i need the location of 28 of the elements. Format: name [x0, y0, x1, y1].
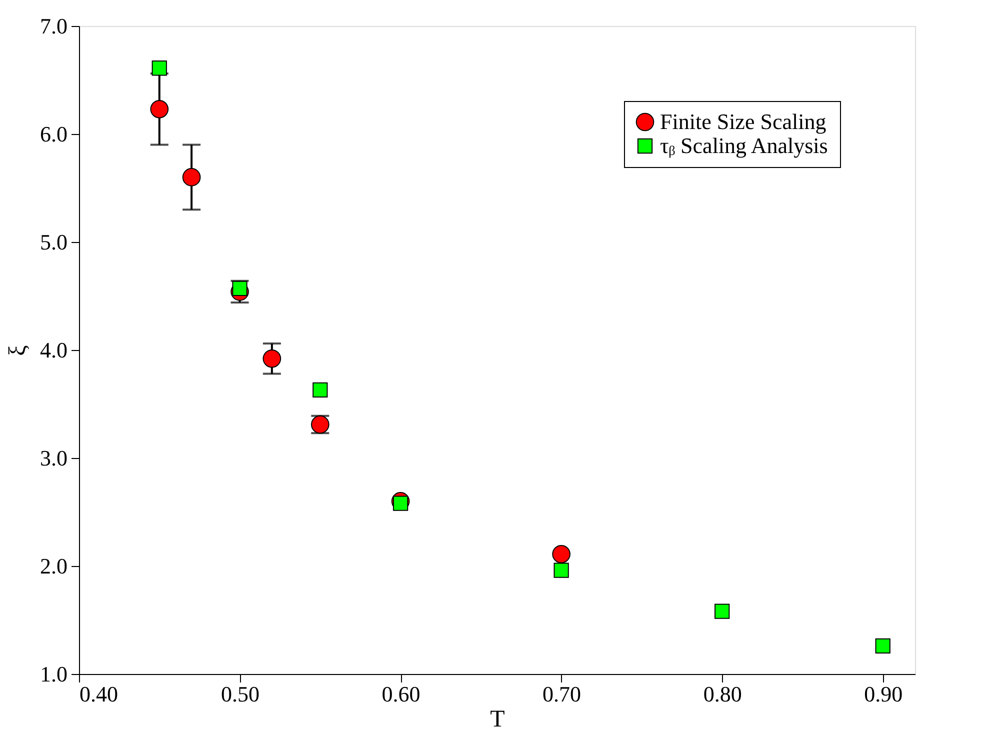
x-axis-title: T: [490, 706, 506, 730]
y-tick-label: 3.0: [40, 446, 68, 470]
point: [552, 544, 570, 564]
x-tick-label: 0.70: [542, 682, 582, 706]
point: [182, 168, 201, 186]
x-tick-label: 0.60: [382, 682, 420, 706]
point: [714, 604, 730, 619]
point: [875, 638, 890, 654]
x-tick-label: 0.90: [864, 682, 903, 706]
point: [152, 60, 167, 76]
point: [392, 496, 408, 511]
y-tick-label: 2.0: [40, 554, 68, 578]
x-tick-label: 0.80: [703, 682, 742, 706]
point: [232, 280, 248, 296]
y-axis-title: ξ: [5, 344, 31, 356]
point: [262, 349, 282, 368]
point: [312, 382, 328, 398]
y-tick-label: 6.0: [40, 122, 68, 146]
legend-label: Finite Size Scaling: [660, 109, 826, 134]
legend-label: τᵦ Scaling Analysis: [660, 133, 828, 158]
point: [150, 100, 169, 118]
y-tick-label: 4.0: [40, 338, 68, 362]
y-tick-label: 5.0: [40, 230, 68, 254]
y-tick-label: 7.0: [40, 14, 68, 38]
x-tick-label: 0.40: [80, 682, 118, 706]
y-tick-label: 1.0: [40, 662, 68, 686]
x-tick-label: 0.50: [221, 682, 260, 706]
point: [554, 562, 569, 578]
